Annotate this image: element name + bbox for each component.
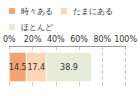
svg-text:40%: 40% [47,35,65,44]
svg-text:ほとんど: ほとんど [21,23,53,32]
svg-text:100%: 100% [114,35,137,44]
svg-text:14.5: 14.5 [9,63,27,72]
svg-text:時々ある: 時々ある [21,7,53,16]
svg-text:0%: 0% [3,35,16,44]
svg-text:20%: 20% [24,35,42,44]
svg-text:80%: 80% [93,35,111,44]
svg-text:60%: 60% [70,35,88,44]
svg-text:17.4: 17.4 [27,63,45,72]
svg-text:38.9: 38.9 [60,63,78,72]
svg-text:たまにある: たまにある [73,7,113,16]
